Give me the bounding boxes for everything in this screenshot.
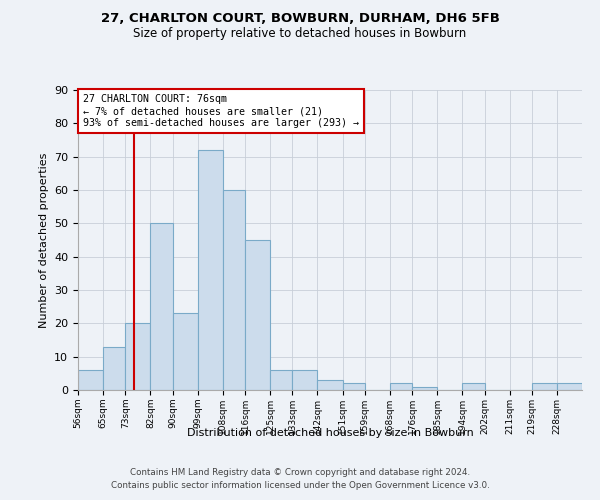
Bar — [198, 150, 223, 390]
Bar — [317, 380, 343, 390]
Y-axis label: Number of detached properties: Number of detached properties — [38, 152, 49, 328]
Bar — [292, 370, 317, 390]
Bar — [532, 384, 557, 390]
Text: Contains public sector information licensed under the Open Government Licence v3: Contains public sector information licen… — [110, 480, 490, 490]
Bar — [390, 384, 412, 390]
Bar — [78, 370, 103, 390]
Bar — [412, 386, 437, 390]
Bar — [103, 346, 125, 390]
Text: 27 CHARLTON COURT: 76sqm
← 7% of detached houses are smaller (21)
93% of semi-de: 27 CHARLTON COURT: 76sqm ← 7% of detache… — [83, 94, 359, 128]
Bar — [245, 240, 270, 390]
Bar — [270, 370, 292, 390]
Text: Size of property relative to detached houses in Bowburn: Size of property relative to detached ho… — [133, 28, 467, 40]
Bar — [557, 384, 582, 390]
Bar — [151, 224, 173, 390]
Text: Distribution of detached houses by size in Bowburn: Distribution of detached houses by size … — [187, 428, 473, 438]
Bar — [223, 190, 245, 390]
Bar — [343, 384, 365, 390]
Text: Contains HM Land Registry data © Crown copyright and database right 2024.: Contains HM Land Registry data © Crown c… — [130, 468, 470, 477]
Bar — [173, 314, 198, 390]
Bar — [125, 324, 151, 390]
Bar — [462, 384, 485, 390]
Text: 27, CHARLTON COURT, BOWBURN, DURHAM, DH6 5FB: 27, CHARLTON COURT, BOWBURN, DURHAM, DH6… — [101, 12, 499, 26]
